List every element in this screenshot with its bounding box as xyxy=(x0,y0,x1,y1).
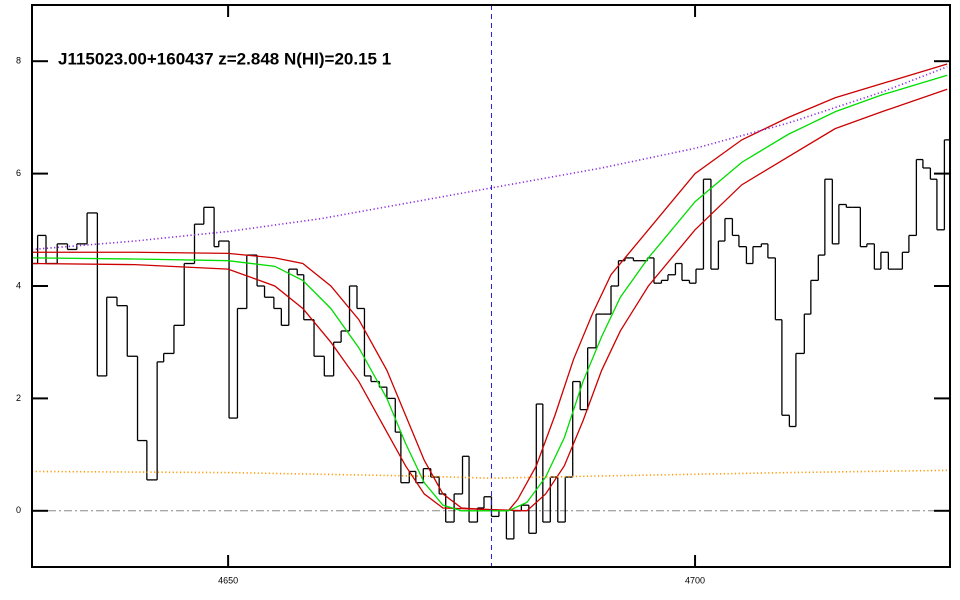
dotted-curve xyxy=(32,469,948,480)
y-tick-label: 2 xyxy=(16,393,21,403)
model-curve xyxy=(32,63,948,512)
dotted-curve xyxy=(32,66,948,251)
y-tick-label: 4 xyxy=(16,280,21,290)
x-tick-label: 4700 xyxy=(685,575,705,585)
x-tick-label: 4650 xyxy=(218,575,238,585)
y-tick-label: 8 xyxy=(16,56,21,66)
y-tick-label: 6 xyxy=(16,168,21,178)
y-tick-label: 0 xyxy=(16,505,21,515)
model-curve xyxy=(32,74,948,512)
plot-area xyxy=(32,5,950,567)
model-curve xyxy=(32,88,948,512)
chart-title: J115023.00+160437 z=2.848 N(HI)=20.15 1 xyxy=(58,49,391,68)
